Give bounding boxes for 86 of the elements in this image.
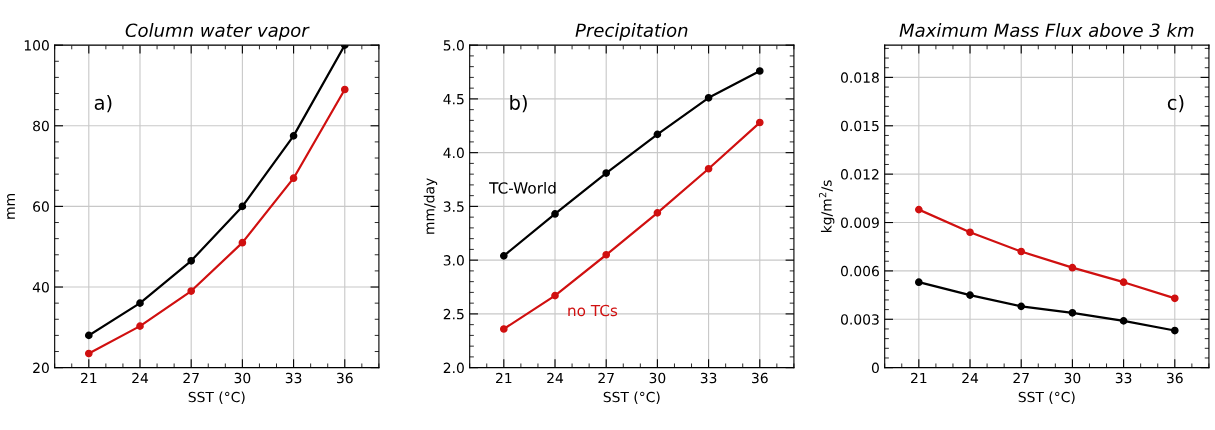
x-tick-label: 36 xyxy=(1167,372,1183,384)
series-label: no TCs xyxy=(568,304,618,317)
x-tick-label: 36 xyxy=(337,372,353,384)
y-tick-label: 0.012 xyxy=(840,169,879,180)
y-tick-label: 20 xyxy=(33,362,49,374)
y-tick-label: 0 xyxy=(871,362,879,374)
point xyxy=(84,349,93,358)
point xyxy=(755,118,764,127)
point xyxy=(136,322,144,330)
x-tick-label: 24 xyxy=(962,372,979,384)
y-tick-label: 0.015 xyxy=(840,120,879,132)
y-tick-label: 3.5 xyxy=(443,201,464,212)
y-tick-label: 0.009 xyxy=(840,217,879,228)
x-axis-title: SST (°C) xyxy=(1018,391,1075,404)
x-axis-title: SST (°C) xyxy=(603,391,660,404)
point xyxy=(1119,278,1128,287)
x-tick-label: 27 xyxy=(183,372,199,384)
point xyxy=(340,85,349,94)
x-tick-label: 33 xyxy=(1115,372,1132,384)
x-tick-label: 21 xyxy=(911,372,927,384)
point xyxy=(84,331,93,340)
x-tick-label: 27 xyxy=(1013,372,1029,384)
chart-title: Maximum Mass Flux above 3 km xyxy=(899,23,1194,38)
point xyxy=(653,130,662,139)
y-tick-label: 80 xyxy=(33,120,49,132)
point xyxy=(653,209,662,217)
point xyxy=(704,94,713,102)
x-tick-label: 33 xyxy=(700,372,717,384)
annotation: c) xyxy=(1167,94,1184,113)
point xyxy=(966,228,974,237)
chart-title: Column water vapor xyxy=(125,23,310,41)
x-tick-label: 36 xyxy=(752,372,768,384)
chart-title: Precipitation xyxy=(575,23,688,41)
x-tick-label: 21 xyxy=(496,372,512,384)
y-tick-label: 0.003 xyxy=(840,314,879,325)
point xyxy=(602,169,611,177)
point xyxy=(1068,263,1077,272)
y-tick-label: 100 xyxy=(24,40,49,51)
y-axis-title: mm/day xyxy=(423,178,438,234)
point xyxy=(1170,326,1179,335)
x-tick-label: 30 xyxy=(1064,372,1081,384)
annotation: a) xyxy=(94,94,112,113)
point xyxy=(551,210,559,218)
y-axis-title: kg/m$^{2}$/s xyxy=(818,180,835,233)
point xyxy=(1170,294,1179,303)
x-axis-title: SST (°C) xyxy=(188,391,245,404)
point xyxy=(289,132,298,140)
point xyxy=(289,174,298,183)
point xyxy=(966,291,974,299)
point xyxy=(755,67,764,75)
x-tick-label: 24 xyxy=(132,372,149,384)
y-tick-label: 4.0 xyxy=(443,147,464,159)
point xyxy=(136,299,144,307)
y-tick-label: 4.5 xyxy=(443,94,464,105)
point xyxy=(238,238,247,247)
point xyxy=(1068,309,1077,317)
y-tick-label: 60 xyxy=(33,201,49,212)
series-label: TC-World xyxy=(489,181,556,194)
point xyxy=(1119,317,1128,325)
point xyxy=(915,205,923,214)
point xyxy=(602,250,611,259)
point xyxy=(1017,247,1026,256)
y-tick-label: 5.0 xyxy=(443,40,464,51)
y-tick-label: 2.5 xyxy=(443,308,464,320)
point xyxy=(915,278,923,287)
y-tick-label: 0.006 xyxy=(840,265,879,277)
x-tick-label: 30 xyxy=(234,372,251,384)
x-tick-label: 27 xyxy=(598,372,614,384)
x-tick-label: 21 xyxy=(80,372,97,384)
y-tick-label: 3.0 xyxy=(443,255,464,266)
point xyxy=(551,291,559,300)
y-tick-label: 0.018 xyxy=(840,72,879,83)
point xyxy=(499,252,508,260)
y-tick-label: 40 xyxy=(32,281,49,293)
point xyxy=(238,202,247,211)
point xyxy=(499,325,508,333)
point xyxy=(704,164,713,173)
point xyxy=(187,257,196,265)
x-tick-label: 24 xyxy=(547,372,564,384)
point xyxy=(1017,302,1026,311)
y-axis-title: mm xyxy=(7,194,15,219)
x-tick-label: 33 xyxy=(285,372,302,384)
point xyxy=(187,287,196,295)
x-tick-label: 30 xyxy=(649,372,666,384)
annotation: b) xyxy=(510,94,527,113)
y-tick-label: 2.0 xyxy=(443,362,464,374)
